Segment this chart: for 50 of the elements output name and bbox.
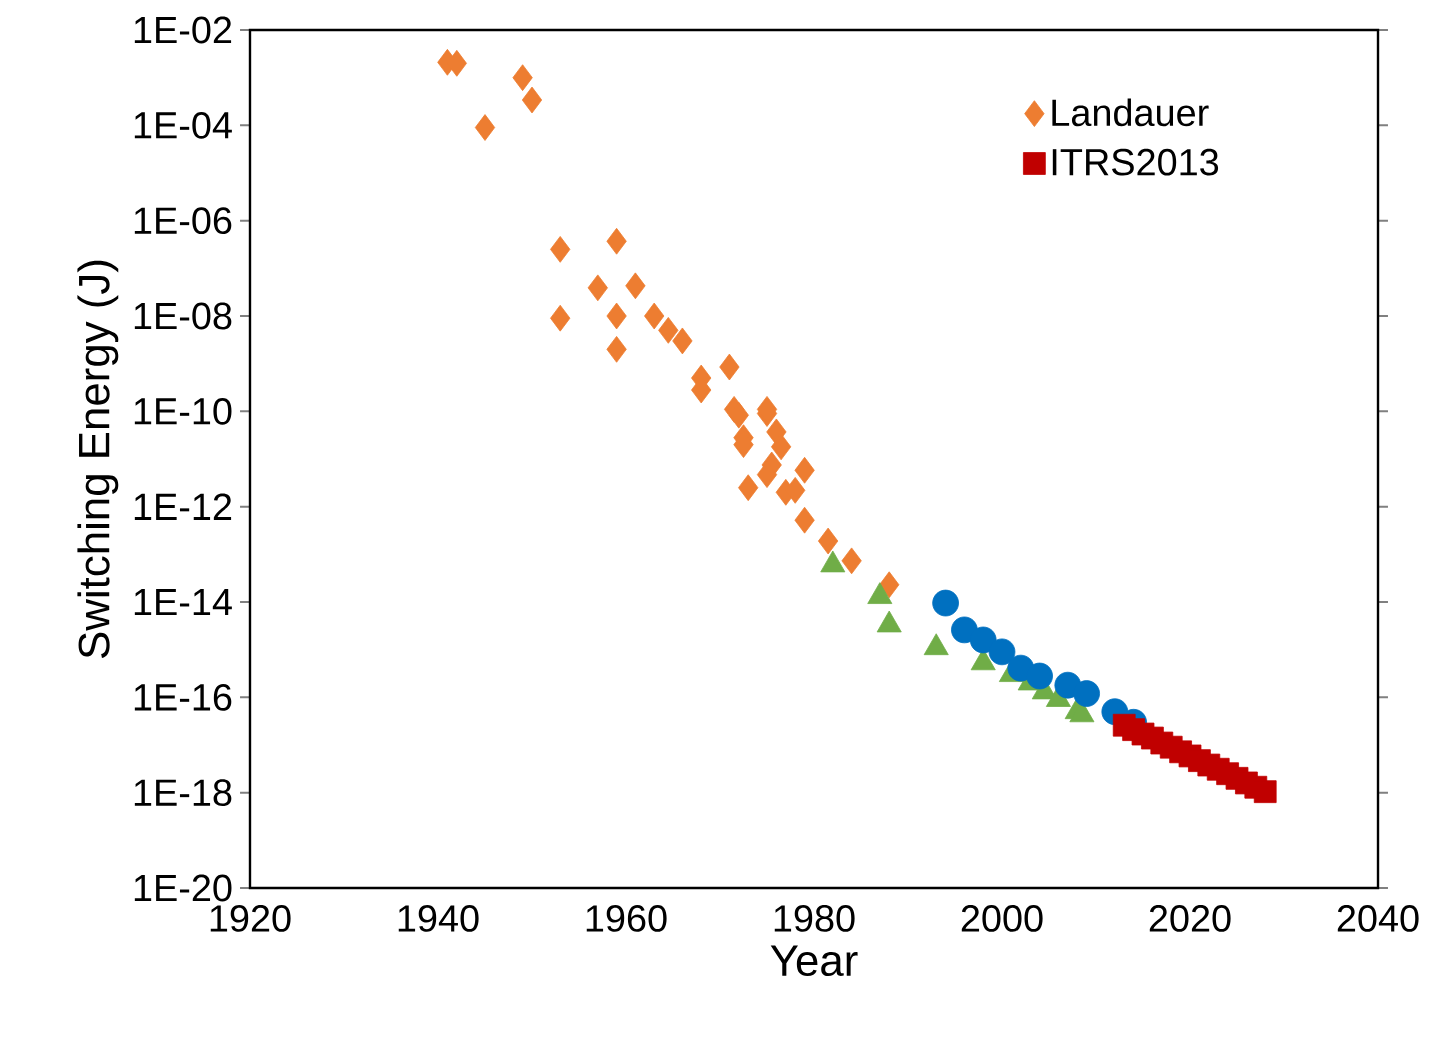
y-tick-label: 1E-04 — [134, 111, 232, 139]
point — [932, 589, 959, 617]
legend-label: Landauer — [1052, 98, 1209, 127]
point — [988, 638, 1016, 666]
point — [474, 114, 496, 141]
x-tick-label: 1960 — [586, 905, 667, 932]
point — [794, 456, 815, 484]
point — [719, 353, 740, 381]
point — [951, 616, 978, 644]
point — [969, 626, 997, 654]
x-tick-label: 1980 — [774, 905, 855, 932]
x-axis-title: Year — [770, 945, 858, 977]
point — [587, 274, 608, 302]
x-tick-label: 2020 — [1149, 905, 1231, 932]
point — [512, 64, 533, 92]
point — [550, 304, 571, 332]
point — [521, 86, 543, 114]
point — [644, 302, 665, 330]
point — [625, 272, 646, 300]
point — [794, 506, 815, 534]
x-tick-label: 1920 — [210, 905, 291, 932]
point — [1026, 662, 1053, 690]
point — [770, 433, 792, 461]
x-tick-label: 2000 — [961, 905, 1043, 932]
y-tick-label: 1E-12 — [134, 493, 232, 520]
point — [672, 327, 693, 355]
y-tick-label: 1E-18 — [134, 779, 232, 807]
point — [606, 227, 627, 255]
y-tick-label: 1E-10 — [134, 397, 232, 425]
x-tick-label: 2040 — [1337, 905, 1419, 932]
point — [550, 236, 571, 263]
point — [658, 317, 679, 344]
y-tick-label: 1E-20 — [134, 874, 232, 902]
y-tick-label: 1E-06 — [134, 207, 232, 235]
y-tick-label: 1E-16 — [134, 683, 232, 711]
y-axis-title: Switching Energy (J) — [77, 260, 119, 658]
point — [817, 527, 839, 555]
y-tick-label: 1E-02 — [134, 16, 232, 44]
point — [841, 547, 862, 575]
y-tick-label: 1E-14 — [134, 589, 232, 616]
point — [606, 335, 627, 363]
point — [728, 401, 749, 429]
point — [1073, 680, 1100, 707]
point — [606, 302, 627, 330]
point — [1054, 671, 1082, 699]
point — [738, 474, 759, 502]
point — [1253, 780, 1277, 804]
legend-label: ITRS2013 — [1052, 148, 1219, 176]
x-tick-label: 1940 — [398, 905, 479, 932]
y-tick-label: 1E-08 — [134, 302, 232, 330]
